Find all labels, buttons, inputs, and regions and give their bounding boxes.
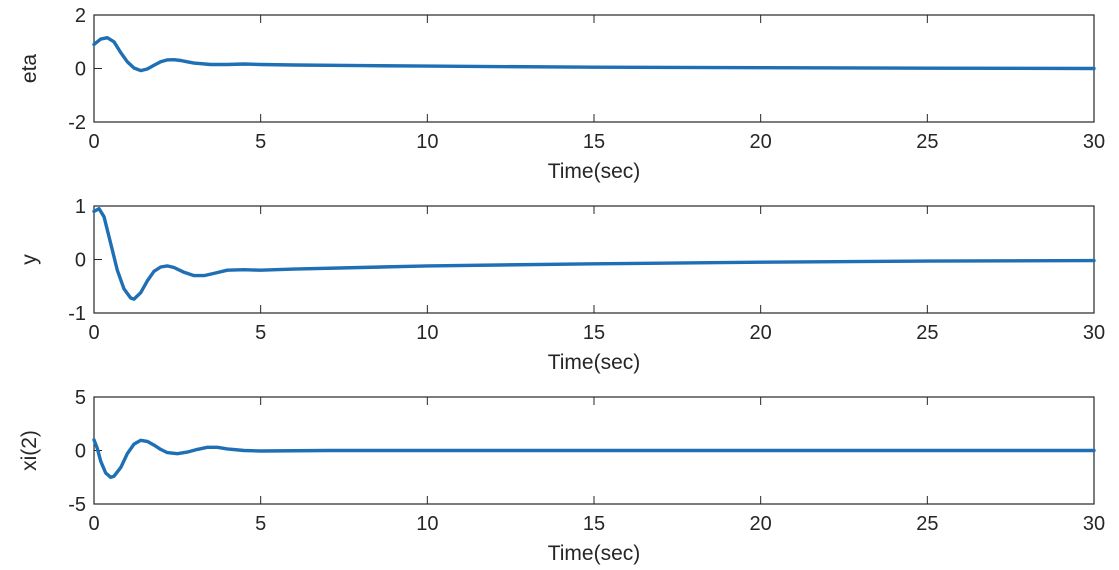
x-tick-label: 15 bbox=[583, 322, 605, 344]
y-tick-label: 1 bbox=[75, 196, 86, 218]
x-tick-label: 5 bbox=[255, 513, 266, 535]
x-tick-label: 10 bbox=[416, 322, 438, 344]
x-tick-label: 5 bbox=[255, 131, 266, 153]
y-tick-label: 0 bbox=[75, 250, 86, 272]
x-tick-label: 10 bbox=[416, 131, 438, 153]
y-tick-label: 5 bbox=[75, 387, 86, 409]
y-axis-label: eta bbox=[18, 54, 41, 84]
series-line bbox=[92, 438, 1096, 479]
y-tick-label: -5 bbox=[68, 494, 86, 516]
x-tick-label: 30 bbox=[1083, 322, 1105, 344]
y-tick-label: 0 bbox=[75, 441, 86, 463]
x-tick-label: 15 bbox=[583, 513, 605, 535]
y-tick-label: 2 bbox=[75, 5, 86, 27]
y-axis-label: y bbox=[18, 254, 41, 265]
x-tick-label: 30 bbox=[1083, 131, 1105, 153]
y-tick-label: 0 bbox=[75, 59, 86, 81]
y-tick-label: -1 bbox=[68, 303, 86, 325]
x-tick-label: 30 bbox=[1083, 513, 1105, 535]
x-tick-label: 0 bbox=[88, 513, 99, 535]
x-tick-label: 15 bbox=[583, 131, 605, 153]
x-axis-label: Time(sec) bbox=[548, 542, 641, 565]
x-tick-label: 5 bbox=[255, 322, 266, 344]
x-tick-label: 25 bbox=[916, 322, 938, 344]
x-tick-label: 25 bbox=[916, 131, 938, 153]
x-tick-label: 0 bbox=[88, 131, 99, 153]
x-tick-label: 25 bbox=[916, 513, 938, 535]
y-tick-label: -2 bbox=[68, 112, 86, 134]
x-tick-label: 20 bbox=[750, 513, 772, 535]
series-line bbox=[92, 36, 1096, 73]
x-tick-label: 20 bbox=[750, 131, 772, 153]
x-tick-label: 20 bbox=[750, 322, 772, 344]
x-axis-label: Time(sec) bbox=[548, 351, 641, 374]
series-line bbox=[92, 206, 1096, 301]
x-tick-label: 0 bbox=[88, 322, 99, 344]
x-axis-label: Time(sec) bbox=[548, 160, 641, 183]
y-axis-label: xi(2) bbox=[18, 430, 41, 471]
x-tick-label: 10 bbox=[416, 513, 438, 535]
